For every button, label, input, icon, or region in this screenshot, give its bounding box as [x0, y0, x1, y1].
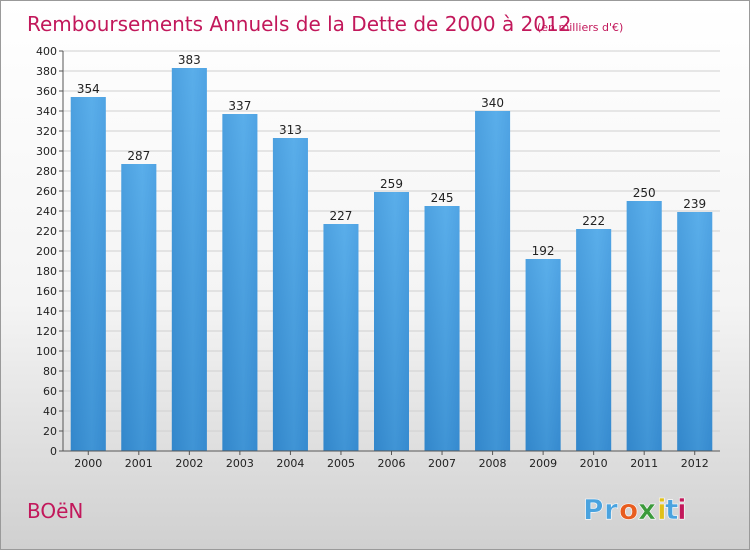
- y-tick-label: 220: [36, 225, 57, 238]
- y-tick-label: 400: [36, 45, 57, 58]
- y-tick-label: 300: [36, 145, 57, 158]
- x-tick-label: 2001: [125, 457, 153, 470]
- bar-shade: [626, 201, 662, 451]
- bar-shade: [475, 111, 511, 451]
- x-tick-label: 2010: [580, 457, 608, 470]
- y-tick-label: 240: [36, 205, 57, 218]
- x-tick-label: 2005: [327, 457, 355, 470]
- bar-value-label: 239: [683, 197, 706, 211]
- y-tick-label: 360: [36, 85, 57, 98]
- y-tick-label: 380: [36, 65, 57, 78]
- bar-shade: [576, 229, 612, 451]
- bar-value-label: 192: [532, 244, 555, 258]
- y-tick-label: 260: [36, 185, 57, 198]
- bar-value-label: 287: [127, 149, 150, 163]
- y-tick-label: 320: [36, 125, 57, 138]
- bar-shade: [70, 97, 106, 451]
- bar-value-label: 340: [481, 96, 504, 110]
- bar-value-label: 313: [279, 123, 302, 137]
- logo-letter: x: [638, 493, 656, 526]
- bar-shade: [121, 164, 157, 451]
- y-tick-label: 120: [36, 325, 57, 338]
- x-tick-label: 2002: [175, 457, 203, 470]
- bar-shade: [374, 192, 409, 451]
- x-tick-label: 2009: [529, 457, 557, 470]
- bar-value-label: 222: [582, 214, 605, 228]
- y-tick-label: 160: [36, 285, 57, 298]
- bar-value-label: 245: [431, 191, 454, 205]
- y-tick-label: 20: [43, 425, 57, 438]
- logo-letter: o: [619, 493, 638, 526]
- bar-shade: [171, 68, 207, 451]
- logo-letter: t: [665, 493, 678, 526]
- y-tick-label: 340: [36, 105, 57, 118]
- y-tick-label: 140: [36, 305, 57, 318]
- x-tick-label: 2007: [428, 457, 456, 470]
- y-tick-label: 60: [43, 385, 57, 398]
- y-tick-label: 0: [50, 445, 57, 458]
- x-tick-label: 2006: [378, 457, 406, 470]
- logo-letter: i: [657, 493, 667, 526]
- bar-value-label: 383: [178, 53, 201, 67]
- x-tick-label: 2004: [276, 457, 304, 470]
- chart-title: Remboursements Annuels de la Dette de 20…: [27, 12, 571, 36]
- bar-value-label: 354: [77, 82, 100, 96]
- y-tick-label: 80: [43, 365, 57, 378]
- bar-value-label: 337: [228, 99, 251, 113]
- bars: 354 287 383 337 313 227 259 245 340 192 222 250 239: [70, 53, 713, 451]
- bar-shade: [222, 114, 258, 451]
- y-tick-label: 180: [36, 265, 57, 278]
- y-tick-label: 100: [36, 345, 57, 358]
- x-tick-label: 2000: [74, 457, 102, 470]
- y-tick-label: 280: [36, 165, 57, 178]
- x-tick-label: 2012: [681, 457, 709, 470]
- bar-shade: [272, 138, 308, 451]
- bar-shade: [424, 206, 460, 451]
- x-tick-label: 2008: [479, 457, 507, 470]
- bar-value-label: 227: [330, 209, 353, 223]
- y-tick-label: 40: [43, 405, 57, 418]
- bar-value-label: 259: [380, 177, 403, 191]
- logo-letter: P: [583, 493, 604, 526]
- bar-shade: [323, 224, 359, 451]
- chart-subtitle: (en milliers d'€): [537, 21, 623, 34]
- x-tick-label: 2011: [630, 457, 658, 470]
- logo-letter: r: [604, 493, 618, 526]
- x-tick-label: 2003: [226, 457, 254, 470]
- logo-letter: i: [677, 493, 687, 526]
- y-tick-label: 200: [36, 245, 57, 258]
- commune-name: BOëN: [27, 499, 83, 523]
- bar-value-label: 250: [633, 186, 656, 200]
- axes: 0 20 40 60 80 100 120 140 160 180 200 220 240 260 280 3…: [36, 45, 720, 470]
- bar-shade: [677, 212, 713, 451]
- bar-shade: [525, 259, 561, 451]
